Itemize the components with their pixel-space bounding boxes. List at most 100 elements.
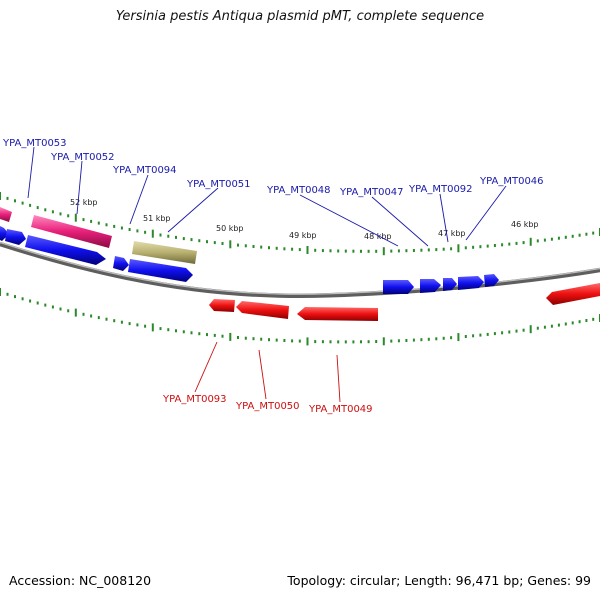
gene-arrow-red[interactable] <box>209 299 235 312</box>
minor-tick <box>90 219 93 223</box>
minor-tick <box>136 323 139 327</box>
gene-arrow-blue[interactable] <box>128 259 193 282</box>
map-title: Yersinia pestis Antiqua plasmid pMT, com… <box>115 9 485 24</box>
major-tick <box>0 192 1 200</box>
minor-tick <box>420 248 423 252</box>
minor-tick <box>51 210 54 214</box>
minor-tick <box>29 299 32 303</box>
minor-tick <box>252 337 255 341</box>
minor-tick <box>450 336 453 340</box>
gene-label-reverse[interactable]: YPA_MT0049 <box>308 404 373 415</box>
gene-arrow-blue[interactable] <box>383 280 414 294</box>
minor-tick <box>298 248 301 252</box>
gene-arrow-blue[interactable] <box>458 276 484 290</box>
minor-tick <box>427 248 430 252</box>
minor-tick <box>375 249 378 253</box>
gene-label-forward[interactable]: YPA_MT0051 <box>186 179 251 190</box>
minor-tick <box>314 248 317 252</box>
minor-tick <box>36 206 39 210</box>
scale-label: 47 kbp <box>438 229 466 238</box>
minor-tick <box>360 340 362 344</box>
minor-tick <box>550 324 553 328</box>
minor-tick <box>291 247 294 251</box>
minor-tick <box>120 226 123 230</box>
minor-tick <box>329 340 332 344</box>
minor-tick <box>221 334 224 338</box>
gene-arrow-red[interactable] <box>297 307 378 321</box>
minor-tick <box>585 319 588 322</box>
gene-arrow-blue[interactable] <box>5 229 26 245</box>
minor-tick <box>113 224 116 228</box>
gene-label-reverse[interactable]: YPA_MT0093 <box>162 394 227 405</box>
major-tick <box>382 247 385 256</box>
inner-scale-ticks <box>0 288 600 346</box>
minor-tick <box>128 228 131 231</box>
minor-tick <box>59 307 62 311</box>
gene-arrow-blue[interactable] <box>25 235 106 265</box>
minor-tick <box>105 223 108 227</box>
minor-tick <box>275 338 278 342</box>
minor-tick <box>159 233 162 237</box>
minor-tick <box>190 331 193 335</box>
gene-label-reverse[interactable]: YPA_MT0050 <box>235 401 300 412</box>
minor-tick <box>367 249 370 253</box>
gene-arrow-blue[interactable] <box>420 279 441 293</box>
gene-arrow-blue[interactable] <box>113 256 129 271</box>
minor-tick <box>578 320 581 324</box>
scale-label: 48 kbp <box>364 232 392 241</box>
gene-arrow-pink[interactable] <box>0 207 12 222</box>
gene-arrow-blue[interactable] <box>484 274 499 287</box>
minor-tick <box>321 340 324 344</box>
minor-tick <box>571 234 574 238</box>
gene-label-forward[interactable]: YPA_MT0092 <box>408 184 473 195</box>
reverse-leader-lines <box>194 341 341 403</box>
gene-label-forward[interactable]: YPA_MT0094 <box>112 165 177 176</box>
gene-arrow-olive[interactable] <box>132 241 197 264</box>
major-tick <box>0 288 1 296</box>
minor-tick <box>182 237 185 241</box>
gene-arrow-blue[interactable] <box>443 278 457 291</box>
minor-tick <box>167 234 170 238</box>
topology-summary: Topology: circular; Length: 96,471 bp; G… <box>287 573 591 588</box>
minor-tick <box>515 329 518 333</box>
minor-tick <box>578 233 581 237</box>
minor-tick <box>543 238 546 242</box>
minor-tick <box>51 305 54 309</box>
minor-tick <box>59 212 62 216</box>
minor-tick <box>337 249 340 253</box>
scale-label: 50 kbp <box>216 224 244 233</box>
minor-tick <box>427 337 430 341</box>
minor-tick <box>337 340 340 344</box>
minor-tick <box>260 337 263 341</box>
minor-tick <box>29 203 32 207</box>
gene-label-forward[interactable]: YPA_MT0048 <box>266 185 331 196</box>
forward-gene-track <box>0 207 499 294</box>
gene-label-forward[interactable]: YPA_MT0047 <box>339 187 404 198</box>
minor-tick <box>82 312 85 316</box>
gene-arrow-red[interactable] <box>546 283 600 305</box>
gene-label-forward[interactable]: YPA_MT0046 <box>479 176 544 187</box>
minor-tick <box>67 214 70 218</box>
minor-tick <box>260 245 263 249</box>
minor-tick <box>14 295 16 299</box>
major-tick <box>151 323 154 332</box>
minor-tick <box>291 339 294 343</box>
gene-arrow-pink[interactable] <box>31 215 112 248</box>
minor-tick <box>352 340 355 344</box>
gene-arrow-red[interactable] <box>236 301 289 319</box>
minor-tick <box>97 221 100 225</box>
minor-tick <box>522 241 525 245</box>
minor-tick <box>557 236 560 240</box>
minor-tick <box>252 245 255 248</box>
minor-tick <box>6 292 9 296</box>
gene-label-forward[interactable]: YPA_MT0053 <box>2 138 67 149</box>
minor-tick <box>367 340 370 344</box>
gene-arrow-blue[interactable] <box>0 226 9 241</box>
minor-tick <box>128 322 131 326</box>
minor-tick <box>405 339 408 342</box>
minor-tick <box>198 239 201 243</box>
gene-label-forward[interactable]: YPA_MT0052 <box>50 152 115 163</box>
minor-tick <box>435 248 438 252</box>
minor-tick <box>536 326 539 330</box>
